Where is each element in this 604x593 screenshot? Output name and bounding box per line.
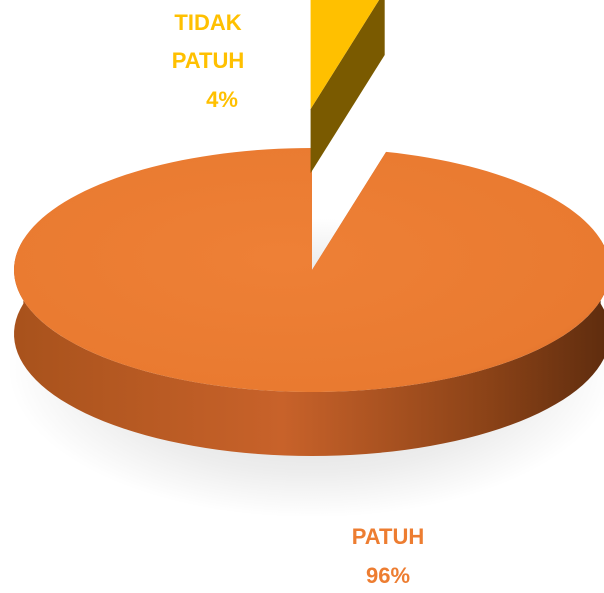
label-tidak-patuh-line2: PATUH: [172, 48, 245, 73]
label-tidak-patuh-percent: 4%: [206, 87, 238, 112]
label-patuh-percent: 96%: [366, 563, 410, 588]
slice-cut-face-tidak-patuh: [310, 0, 385, 174]
slice-side-patuh: [14, 239, 604, 456]
slice-patuh: [14, 148, 604, 392]
label-tidak-patuh-line1: TIDAK: [174, 10, 241, 35]
slice-tidak-patuh: [310, 0, 380, 110]
label-patuh-line1: PATUH: [352, 524, 425, 549]
